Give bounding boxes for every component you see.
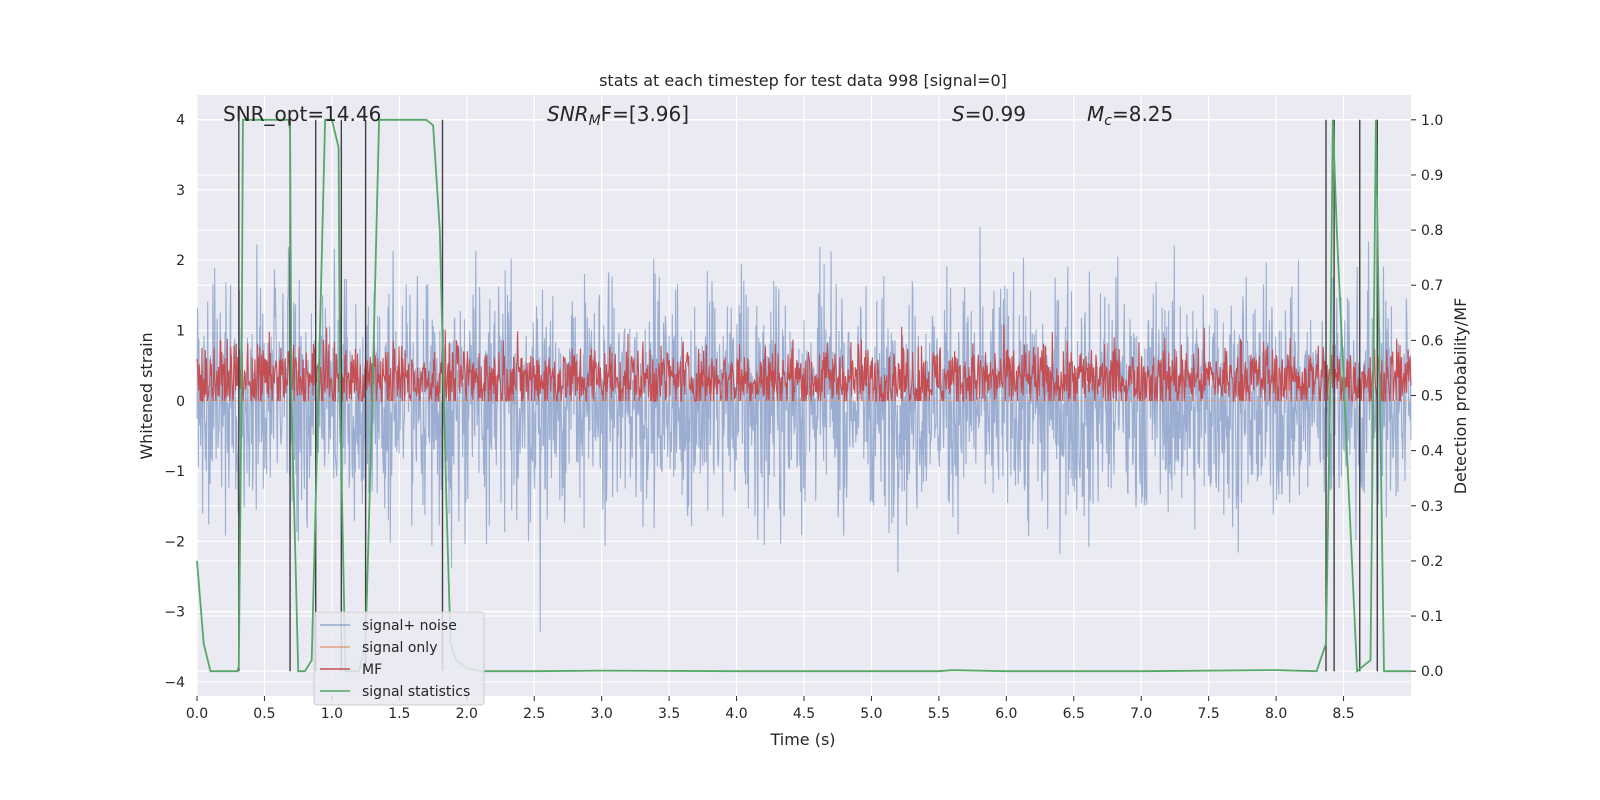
annotation-snr-mf-base: SNR: [547, 102, 589, 126]
y-axis-label-left: Whitened strain: [137, 332, 156, 459]
legend: signal+ noise signal only MF signal stat…: [313, 611, 485, 706]
x-tick-label: 5.0: [860, 706, 882, 722]
y-tick-label-right: 1.0: [1421, 113, 1443, 129]
chart-title: stats at each timestep for test data 998…: [599, 71, 1007, 90]
y-tick-label-left: 0: [176, 394, 185, 410]
y-tick-label-left: 4: [176, 113, 185, 129]
y-tick-label-left: 2: [176, 253, 185, 269]
y-tick-label-right: 0.9: [1421, 168, 1443, 184]
y-tick-label-right: 0.2: [1421, 554, 1443, 570]
y-tick-label-left: 1: [176, 323, 185, 339]
y-tick-label-left: −4: [164, 675, 185, 691]
annotation-s-symbol: S: [952, 102, 965, 126]
y-tick-label-left: 3: [176, 183, 185, 199]
annotation-snr-opt: SNR_opt=14.46: [223, 102, 381, 126]
x-tick-label: 1.0: [321, 706, 343, 722]
annotation-s-value: =0.99: [965, 102, 1026, 126]
y-tick-label-right: 0.8: [1421, 223, 1443, 239]
x-tick-label: 6.0: [995, 706, 1017, 722]
legend-label-signal-only: signal only: [362, 640, 437, 656]
y-tick-label-right: 0.4: [1421, 444, 1443, 460]
x-tick-label: 4.0: [725, 706, 747, 722]
x-tick-label: 7.5: [1198, 706, 1220, 722]
annotation-snr-mf: SNRMF=[3.96]: [547, 102, 689, 129]
y-tick-label-left: −1: [164, 464, 185, 480]
series-mf: [196, 324, 1412, 403]
legend-label-mf: MF: [362, 662, 382, 678]
x-tick-label: 6.5: [1063, 706, 1085, 722]
series-signal-noise: [196, 227, 1412, 633]
legend-label-signal-statistics: signal statistics: [362, 684, 470, 700]
y-tick-label-right: 0.7: [1421, 278, 1443, 294]
annotation-mc-sub: c: [1104, 113, 1112, 129]
y-tick-label-right: 0.1: [1421, 609, 1443, 625]
annotation-mc-value: =8.25: [1112, 102, 1173, 126]
annotation-snr-mf-tail: F=[3.96]: [601, 102, 689, 126]
x-axis-label: Time (s): [769, 730, 835, 749]
annotation-mc: Mc=8.25: [1087, 102, 1173, 129]
x-tick-label: 5.5: [928, 706, 950, 722]
annotation-snr-mf-sub: M: [589, 113, 601, 129]
axes: 0.0 0.5 1.0 1.5 2.0 2.5 3.0 3.5 4.0 4.5 5.0 5.5 6.0 6…: [164, 113, 1443, 722]
series-signal-statistics: [196, 118, 1411, 674]
x-tick-label: 3.0: [591, 706, 613, 722]
x-tick-label: 8.5: [1332, 706, 1354, 722]
annotation-mc-symbol: M: [1087, 102, 1104, 126]
y-tick-label-left: −3: [164, 605, 185, 621]
x-tick-label: 1.5: [388, 706, 410, 722]
y-tick-label-right: 0.0: [1421, 664, 1443, 680]
y-tick-label-right: 0.6: [1421, 333, 1443, 349]
x-tick-label: 2.0: [456, 706, 478, 722]
x-tick-label: 2.5: [523, 706, 545, 722]
y-tick-label-right: 0.5: [1421, 389, 1443, 405]
x-tick-label: 3.5: [658, 706, 680, 722]
x-tick-label: 0.0: [186, 706, 208, 722]
x-tick-label: 4.5: [793, 706, 815, 722]
x-tick-label: 8.0: [1265, 706, 1287, 722]
data-layer: [196, 118, 1412, 674]
y-tick-label-left: −2: [164, 534, 185, 550]
legend-label-signal-noise: signal+ noise: [362, 618, 457, 634]
y-tick-label-right: 0.3: [1421, 499, 1443, 515]
legend-box: [313, 611, 485, 706]
y-axis-label-right: Detection probability/MF: [1451, 298, 1470, 495]
x-tick-label: 7.0: [1130, 706, 1152, 722]
x-tick-label: 0.5: [253, 706, 275, 722]
annotation-s: S=0.99: [952, 102, 1026, 126]
